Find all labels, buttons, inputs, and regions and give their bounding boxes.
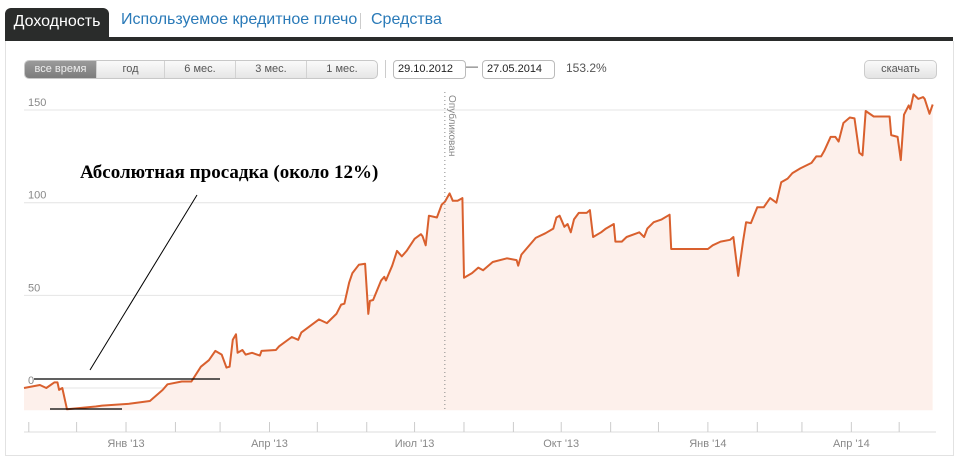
annotation-pointer-line (89, 194, 198, 371)
y-tick-label: 100 (28, 190, 46, 202)
y-tick-label: 0 (28, 375, 34, 387)
tab-divider (360, 13, 361, 29)
period-1m-button[interactable]: 1 мес. (326, 63, 358, 75)
published-marker-label: Опубликован (446, 95, 458, 156)
date-separator: — (466, 59, 478, 73)
tab-leverage[interactable]: Используемое кредитное плечо (121, 11, 358, 28)
x-tick-label: Июл '13 (395, 438, 435, 450)
returns-area (24, 94, 933, 411)
date-from-input[interactable]: 29.10.2012 (393, 60, 466, 79)
x-tick-label: Янв '13 (107, 438, 144, 450)
period-year-button[interactable]: год (97, 61, 165, 78)
x-tick-label: Окт '13 (543, 438, 579, 450)
period-6m-button[interactable]: 6 мес. (165, 61, 236, 78)
y-tick-label: 50 (28, 282, 40, 294)
tab-funds[interactable]: Средства (371, 11, 442, 28)
period-selector: все время год 6 мес. 3 мес. 1 мес. (24, 60, 378, 79)
period-all-time-button[interactable]: все время (25, 61, 97, 78)
x-tick-label: Апр '13 (251, 438, 288, 450)
x-tick-label: Апр '14 (833, 438, 870, 450)
date-to-input[interactable]: 27.05.2014 (482, 60, 555, 79)
period-3m-button[interactable]: 3 мес. (236, 61, 307, 78)
content-panel (5, 41, 954, 456)
total-return: 153.2% (566, 61, 607, 75)
x-tick-label: Янв '14 (689, 438, 726, 450)
y-tick-label: 150 (28, 97, 46, 109)
drawdown-annotation: Абсолютная просадка (около 12%) (80, 162, 378, 183)
tab-returns[interactable]: Доходность (5, 8, 109, 41)
returns-line (23, 93, 934, 411)
controls-divider (385, 60, 386, 78)
download-button[interactable]: скачать (864, 60, 937, 79)
tab-bar-band (5, 37, 953, 41)
